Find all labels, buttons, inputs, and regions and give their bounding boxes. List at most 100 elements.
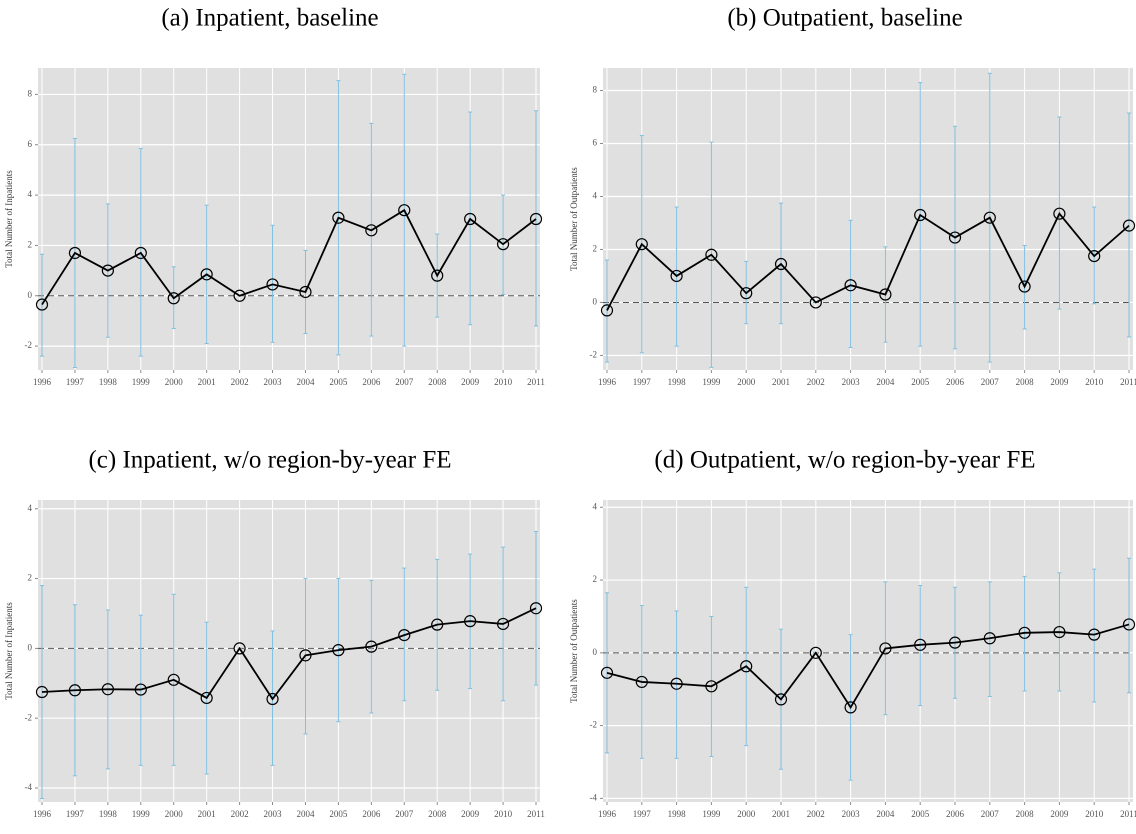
point: [600, 666, 614, 679]
panel: (a) Inpatient, baseline -2 0 2 4 6 8 1996 1997 19…: [4, 5, 545, 387]
x-tick-label: 2009: [461, 809, 480, 819]
x-tick-label: 1996: [33, 377, 52, 387]
point: [809, 296, 822, 309]
point: [844, 279, 857, 292]
x-tick-label: 1999: [702, 809, 721, 819]
x-tick-label: 2007: [395, 377, 414, 387]
x-tick-label: 2008: [1016, 809, 1035, 819]
x-tick-label: 1997: [633, 377, 652, 387]
panel: (b) Outpatient, baseline -2 0 2 4 6 8 1996 1997 1…: [569, 5, 1136, 387]
point: [844, 701, 857, 714]
y-axis-label: Total Number of Outpatients: [569, 167, 579, 271]
point: [670, 677, 683, 690]
x-tick-label: 2010: [1085, 809, 1104, 819]
x-tick-label: 2003: [264, 377, 283, 387]
point: [68, 684, 82, 697]
point: [365, 640, 378, 653]
y-axis-label: Total Number of Inpatients: [4, 602, 14, 700]
point: [35, 298, 49, 311]
point: [299, 649, 312, 662]
x-tick-label: 2011: [527, 377, 545, 387]
point: [35, 685, 49, 699]
y-tick-label: -2: [25, 712, 33, 722]
point: [233, 289, 246, 302]
plot-background: [38, 68, 540, 370]
x-tick-label: 1997: [66, 377, 85, 387]
x-tick-label: 2010: [1085, 377, 1104, 387]
plot-background: [38, 500, 540, 802]
point: [134, 246, 147, 260]
point: [332, 644, 345, 657]
y-tick-label: 2: [593, 574, 598, 584]
x-tick-label: 2004: [876, 377, 895, 387]
point: [496, 617, 510, 631]
x-tick-label: 1999: [702, 377, 721, 387]
x-tick-label: 1998: [99, 809, 118, 819]
x-tick-label: 1996: [598, 377, 617, 387]
panel: (d) Outpatient, w/o region-by-year FE -4 -…: [569, 447, 1136, 819]
y-tick-label: 2: [28, 239, 33, 249]
point: [167, 673, 180, 686]
x-tick-label: 2000: [165, 809, 184, 819]
point: [101, 683, 114, 696]
point: [431, 269, 444, 282]
point: [809, 646, 822, 659]
y-tick-label: 4: [28, 503, 33, 513]
x-tick-label: 2004: [296, 377, 315, 387]
y-tick-label: -2: [25, 340, 33, 350]
x-tick-label: 2009: [461, 377, 480, 387]
x-tick-label: 2000: [737, 809, 756, 819]
y-tick-label: 0: [28, 642, 33, 652]
point: [431, 618, 444, 631]
point: [600, 304, 614, 317]
x-tick-label: 2001: [198, 809, 216, 819]
y-tick-label: 4: [28, 189, 33, 199]
x-tick-label: 1998: [99, 377, 118, 387]
x-tick-label: 2000: [165, 377, 184, 387]
point: [740, 660, 753, 673]
point: [635, 675, 648, 689]
x-tick-label: 2002: [807, 809, 825, 819]
point: [464, 615, 477, 628]
y-axis-label: Total Number of Inpatients: [4, 170, 14, 268]
point: [914, 208, 927, 222]
x-tick-label: 1999: [132, 377, 151, 387]
series-line: [606, 623, 1130, 710]
y-tick-label: -2: [590, 349, 598, 359]
point: [635, 238, 648, 251]
x-tick-label: 2006: [946, 377, 965, 387]
point: [948, 231, 962, 244]
point: [529, 602, 543, 615]
x-tick-label: 2005: [911, 377, 930, 387]
chart-title: (a) Inpatient, baseline: [161, 5, 378, 32]
point: [496, 238, 510, 251]
point: [266, 278, 279, 291]
point: [398, 629, 411, 642]
point: [879, 288, 892, 301]
x-tick-label: 2006: [362, 377, 381, 387]
point: [68, 246, 82, 260]
y-axis-label: Total Number of Outpatients: [569, 599, 579, 703]
x-tick-label: 2001: [198, 377, 216, 387]
point: [1088, 628, 1101, 641]
series-line: [41, 208, 537, 306]
y-tick-label: 8: [593, 85, 598, 95]
x-tick-label: 2002: [231, 377, 249, 387]
point: [1053, 207, 1066, 220]
point: [1018, 626, 1031, 639]
point: [670, 269, 683, 283]
x-tick-label: 2008: [1016, 377, 1035, 387]
point: [1122, 618, 1136, 631]
point: [266, 692, 279, 706]
x-tick-label: 1996: [33, 809, 52, 819]
x-tick-label: 1997: [66, 809, 85, 819]
point: [1018, 280, 1031, 293]
x-tick-label: 2010: [494, 377, 513, 387]
x-tick-label: 2000: [737, 377, 756, 387]
y-tick-label: 0: [28, 290, 33, 300]
y-tick-label: 2: [593, 244, 598, 254]
point: [101, 264, 114, 277]
x-tick-label: 2011: [1120, 809, 1136, 819]
x-tick-label: 1998: [668, 809, 687, 819]
